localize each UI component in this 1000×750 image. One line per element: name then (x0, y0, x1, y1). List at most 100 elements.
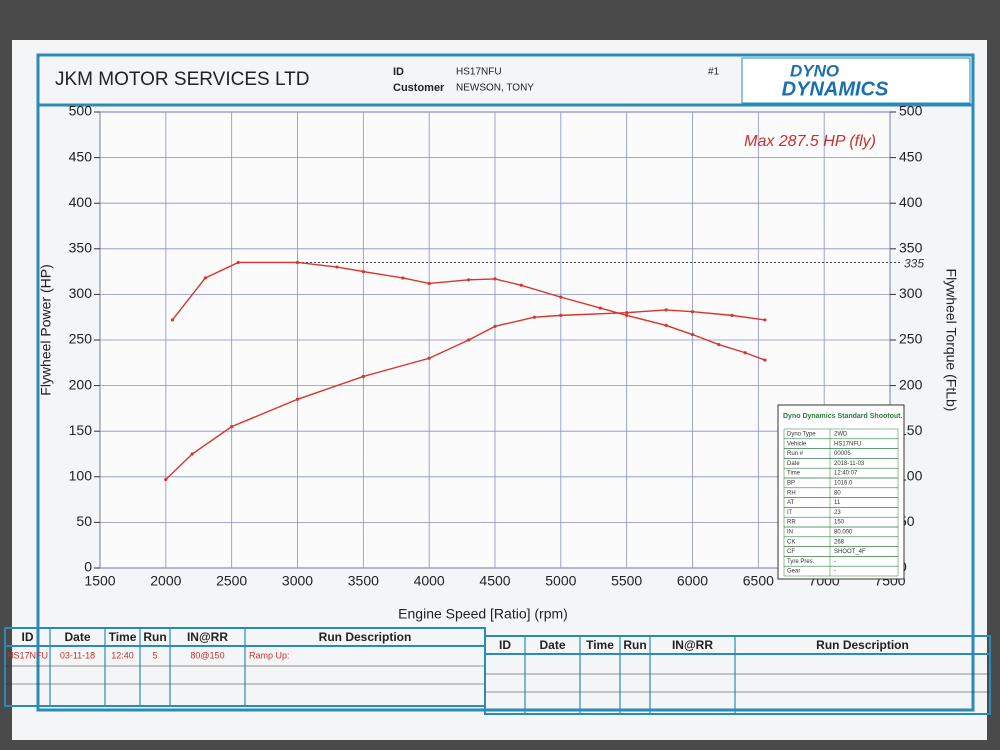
inset-value: 80 (834, 490, 841, 496)
y2-tick-label: 300 (899, 285, 923, 301)
inset-value: - (834, 559, 836, 565)
y2-tick-label: 450 (899, 148, 923, 164)
log-cell: 12:40 (111, 650, 134, 660)
log-column: IN@RR (187, 630, 228, 644)
inset-key: Gear (787, 569, 800, 575)
inset-key: Time (787, 471, 801, 477)
point (236, 260, 240, 265)
customer-value: NEWSON, TONY (456, 83, 534, 94)
x-tick-label: 5500 (611, 573, 642, 589)
point (361, 270, 365, 274)
log-column: IN@RR (672, 638, 713, 652)
point (190, 452, 194, 456)
inset-box (777, 404, 905, 580)
point (335, 265, 339, 269)
point (164, 477, 168, 482)
x-tick-label: 2500 (216, 573, 247, 589)
sheet-number: #1 (708, 67, 720, 78)
point (401, 276, 405, 280)
inset-key: RR (787, 520, 796, 526)
x-tick-label: 3000 (282, 573, 313, 589)
point (170, 318, 175, 322)
log-column: ID (22, 630, 34, 644)
customer-label: Customer (393, 82, 445, 94)
log-column: Run Description (319, 630, 412, 644)
point (743, 351, 747, 355)
y2-tick-label: 150 (899, 422, 923, 438)
inset-row (783, 565, 899, 577)
y2-tick-label: 200 (899, 376, 923, 392)
log-table: ID HS17NFU Date 03-11-18 Time 12:40 Run 5 IN@RR 8… (4, 627, 991, 715)
inset-value: HS17NFU (834, 441, 861, 447)
x-tick-label: 4500 (479, 573, 510, 589)
inset-table: Dyno Dynamics Standard Shootout. Dyno Typ… (777, 404, 905, 580)
log-cell: 03-11-18 (60, 650, 95, 660)
log-cell: 80@150 (190, 650, 224, 660)
y-tick-label: 50 (76, 513, 92, 529)
point (295, 260, 300, 265)
inset-value: SHOOT_4F (834, 549, 866, 555)
inset-value: - (834, 569, 836, 575)
y-tick-label: 250 (69, 331, 93, 347)
point (532, 315, 537, 319)
inset-key: Run # (787, 451, 804, 457)
inset-key: BP (787, 480, 795, 486)
y-tick-label: 200 (69, 376, 93, 392)
y-tick-label: 450 (69, 148, 93, 164)
inset-value: 268 (834, 539, 845, 545)
y-tick-label: 150 (69, 422, 93, 438)
logo-box (741, 57, 971, 104)
x-tick-label: 6000 (677, 573, 708, 589)
reference-label: 335 (904, 257, 924, 271)
point (690, 310, 695, 314)
y-tick-label: 0 (84, 559, 92, 575)
y-tick-label: 500 (69, 103, 93, 119)
inset-key: Date (787, 461, 800, 467)
inset-key: IT (787, 510, 793, 516)
point (625, 313, 629, 317)
log-column: Run (623, 638, 646, 652)
point (559, 313, 563, 317)
point (664, 308, 668, 312)
point (690, 332, 695, 337)
point (427, 281, 431, 286)
inset-value: 80.000 (834, 529, 853, 535)
point (493, 277, 497, 281)
point (559, 295, 563, 299)
y2-tick-label: 100 (899, 468, 923, 484)
log-column: ID (499, 638, 511, 652)
point (717, 342, 721, 347)
inset-key: AT (787, 500, 795, 506)
point (203, 276, 207, 280)
log-column: Date (539, 638, 565, 652)
point (467, 278, 471, 282)
log-column: Run Description (816, 638, 909, 652)
log-column: Time (109, 630, 137, 644)
x-tick-label: 5000 (545, 573, 576, 589)
y2-tick-label: 250 (899, 331, 923, 347)
id-value: HS17NFU (456, 67, 502, 78)
x-tick-label: 4000 (414, 573, 445, 589)
inset-key: CF (787, 549, 795, 555)
inset-value: 150 (834, 520, 845, 526)
border (36, 53, 975, 712)
x-tick-label: 1500 (84, 573, 115, 589)
inset-value: 12:40:07 (834, 471, 858, 477)
annotation: Max 287.5 HP (fly) (744, 133, 876, 150)
log-cell: HS17NFU (7, 650, 48, 660)
point (427, 356, 431, 360)
log-cell: 5 (152, 650, 157, 660)
logo-top: DYNO (790, 61, 839, 80)
point (467, 338, 471, 342)
point (730, 313, 734, 317)
point (295, 397, 300, 401)
y-tick-label: 400 (69, 194, 93, 210)
inset-key: Tyre Pres. (787, 559, 815, 565)
x-tick-label: 2000 (150, 573, 181, 589)
plot: 1500 2000 2500 3000 3500 4000 4500 5000 5500 6000… (38, 103, 960, 622)
x-tick-label: 6500 (743, 573, 774, 589)
point (763, 318, 767, 322)
log-column: Date (64, 630, 90, 644)
inset-value: 1016.0 (834, 480, 853, 486)
